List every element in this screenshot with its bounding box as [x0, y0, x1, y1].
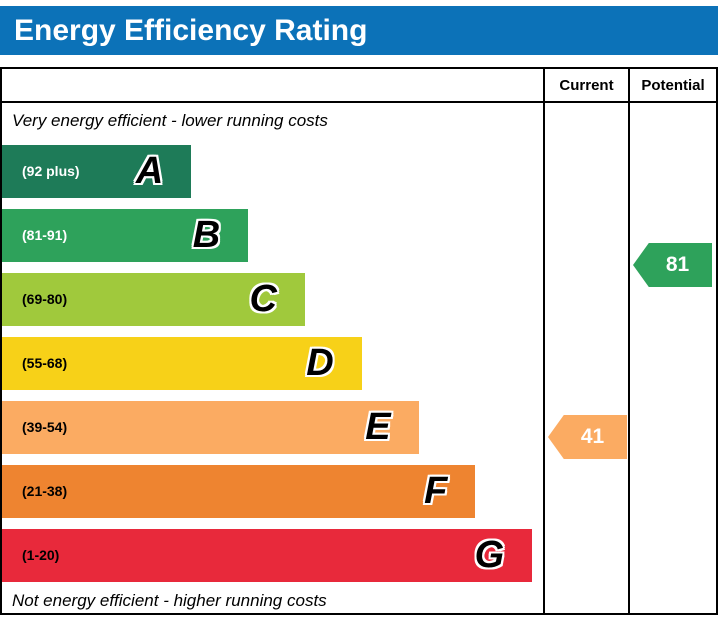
band-row: (21-38) F [2, 459, 543, 523]
band-row: (69-80) C [2, 267, 543, 331]
band-bar-f: (21-38) F [2, 464, 476, 518]
bottom-note: Not energy efficient - higher running co… [12, 591, 327, 610]
band-letter: C [249, 278, 277, 320]
band-bar-a: (92 plus) A [2, 144, 192, 198]
band-letter: E [365, 406, 391, 448]
band-bar-g: (1-20) G [2, 528, 533, 582]
current-rating-value: 41 [580, 425, 605, 448]
band-row: (81-91) B [2, 203, 543, 267]
band-bar-d: (55-68) D [2, 336, 362, 390]
band-bar-b: (81-91) B [2, 208, 249, 262]
band-range-label: (92 plus) [22, 163, 80, 179]
band-range-label: (39-54) [22, 419, 68, 435]
band-bar-c: (69-80) C [2, 272, 305, 326]
band-letter: G [474, 534, 505, 576]
page-title: Energy Efficiency Rating [14, 13, 368, 47]
band-range-label: (1-20) [22, 547, 60, 563]
current-rating-column: 41 [543, 103, 628, 613]
band-row: (39-54) E [2, 395, 543, 459]
band-range-label: (69-80) [22, 291, 68, 307]
band-letter: D [306, 342, 334, 384]
potential-rating-column: 81 [628, 103, 716, 613]
band-row: (55-68) D [2, 331, 543, 395]
header-potential-label: Potential [628, 69, 716, 103]
band-range-label: (55-68) [22, 355, 68, 371]
top-note: Very energy efficient - lower running co… [12, 111, 328, 130]
epc-table: Current Potential Very energy efficient … [0, 67, 718, 615]
band-row: (1-20) G [2, 523, 543, 587]
header-chart-cell [2, 69, 543, 103]
band-bar-e: (39-54) E [2, 400, 419, 454]
header-current-label: Current [543, 69, 628, 103]
band-range-label: (81-91) [22, 227, 68, 243]
bands: (92 plus) A (81-91) B (69-80) C (55-68) D (39-54… [2, 139, 543, 587]
potential-rating-arrow: 81 [633, 243, 712, 287]
energy-rating-title-bar: Energy Efficiency Rating [0, 6, 718, 55]
band-letter: B [192, 214, 221, 256]
potential-rating-value: 81 [665, 253, 690, 276]
chart-area: Very energy efficient - lower running co… [2, 103, 543, 613]
current-rating-arrow: 41 [548, 415, 627, 459]
band-range-label: (21-38) [22, 483, 68, 499]
band-letter: F [424, 470, 448, 512]
band-letter: A [135, 150, 164, 192]
band-row: (92 plus) A [2, 139, 543, 203]
